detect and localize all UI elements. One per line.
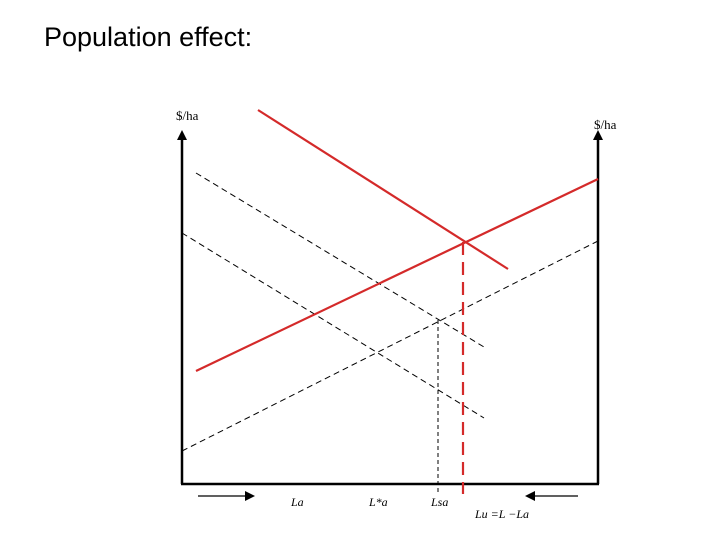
tick-label-la: La (290, 495, 304, 509)
tick-label-la-star: L*a (368, 495, 388, 509)
slide-title: Population effect: (44, 22, 253, 52)
left-axis-label: $/ha (176, 108, 199, 123)
dashed-demand-curve-lower (181, 232, 485, 419)
dashed-demand-curve-upper (195, 172, 485, 348)
red-demand-curve (257, 109, 509, 270)
right-axis-label: $/ha (594, 117, 617, 132)
tick-label-la-s: Lsa (430, 495, 448, 509)
tick-label-lu: Lu =L −La (474, 507, 529, 521)
red-supply-curve (195, 178, 599, 372)
dashed-supply-curve (181, 240, 599, 452)
